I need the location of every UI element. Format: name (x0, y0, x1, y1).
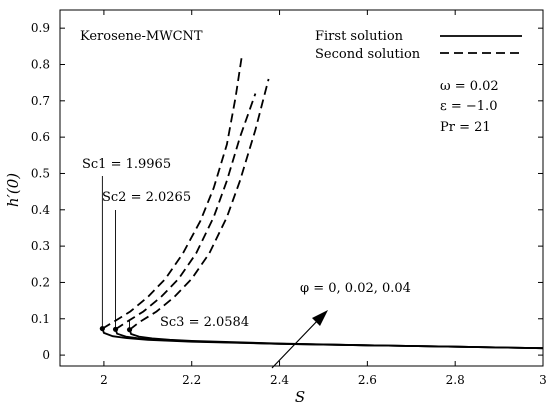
y-axis-label: h′(0) (4, 173, 22, 207)
phi-arrow (272, 310, 328, 368)
x-tick-label: 2.2 (182, 373, 201, 387)
y-tick-label: 0.6 (31, 130, 50, 144)
sc1-point (100, 326, 105, 331)
sc1-label: Sc1 = 1.9965 (82, 157, 171, 172)
y-tick-label: 0.5 (31, 166, 50, 180)
param-omega: ω = 0.02 (440, 79, 499, 94)
sc2-point (113, 327, 118, 332)
legend: First solution Second solution (315, 29, 522, 62)
y-tick-label: 0.7 (31, 94, 50, 108)
sc3-point (127, 327, 132, 332)
sc3-label: Sc3 = 2.0584 (160, 315, 249, 330)
x-tick-label: 3 (539, 373, 547, 387)
param-pr: Pr = 21 (440, 120, 491, 135)
fluid-label: Kerosene-MWCNT (80, 29, 203, 44)
second-solution-line-phi-0_02 (116, 94, 256, 330)
y-tick-label: 0.1 (31, 312, 50, 326)
legend-second-label: Second solution (315, 47, 421, 62)
phi-label: φ = 0, 0.02, 0.04 (300, 281, 411, 296)
y-tick-label: 0 (42, 348, 50, 362)
first-solution-line-phi-0_04 (130, 330, 543, 349)
legend-first-label: First solution (315, 29, 404, 44)
sc2-label: Sc2 = 2.0265 (102, 190, 191, 205)
plot-frame (60, 10, 543, 366)
y-tick-label: 0.8 (31, 57, 50, 71)
x-tick-label: 2.6 (358, 373, 377, 387)
x-axis-label: S (295, 388, 305, 406)
x-tick-label: 2 (100, 373, 108, 387)
y-tick-label: 0.9 (31, 21, 50, 35)
y-tick-label: 0.3 (31, 239, 50, 253)
param-epsilon: ε = −1.0 (440, 99, 497, 114)
x-tick-label: 2.8 (446, 373, 465, 387)
x-tick-label: 2.4 (270, 373, 289, 387)
y-tick-label: 0.2 (31, 275, 50, 289)
y-tick-label: 0.4 (31, 203, 50, 217)
